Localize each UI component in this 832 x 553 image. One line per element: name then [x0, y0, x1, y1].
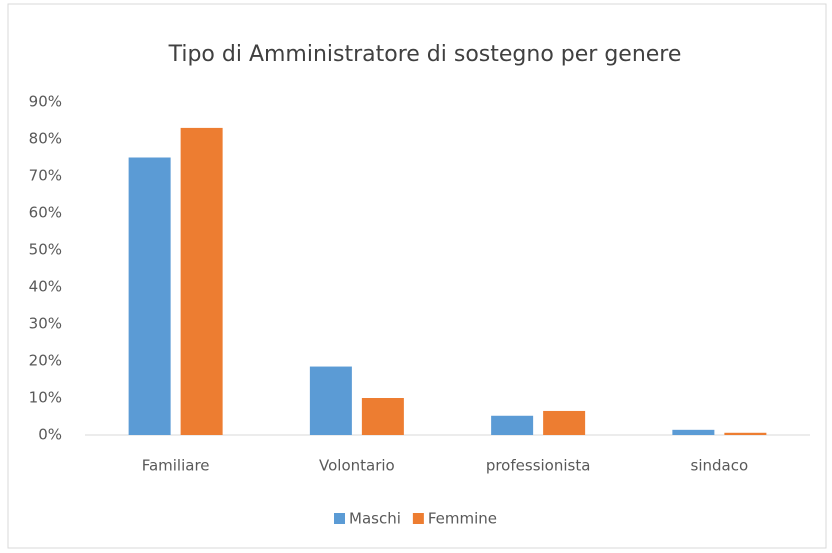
x-tick-label: Volontario	[319, 457, 395, 475]
y-tick-label: 20%	[29, 352, 62, 370]
y-tick-label: 30%	[29, 315, 62, 333]
x-tick-label: Familiare	[142, 457, 210, 475]
x-tick-label: professionista	[486, 457, 591, 475]
y-tick-label: 70%	[29, 167, 62, 185]
y-tick-label: 40%	[29, 278, 62, 296]
bar	[672, 429, 715, 435]
y-tick-label: 80%	[29, 130, 62, 148]
bar	[180, 127, 223, 436]
y-tick-label: 10%	[29, 389, 62, 407]
chart-title: Tipo di Amministratore di sostegno per g…	[168, 42, 682, 67]
bar	[128, 157, 171, 435]
y-tick-label: 50%	[29, 241, 62, 259]
y-tick-label: 0%	[38, 426, 62, 444]
x-tick-label: sindaco	[691, 457, 749, 475]
legend-swatch	[412, 513, 424, 524]
legend-swatch	[334, 513, 345, 524]
bar	[724, 432, 767, 435]
legend-label: Femmine	[428, 510, 497, 528]
bar	[491, 415, 534, 435]
bar	[543, 410, 586, 435]
legend-label: Maschi	[349, 510, 401, 528]
bar	[361, 398, 404, 435]
y-tick-label: 90%	[29, 93, 62, 111]
y-tick-label: 60%	[29, 204, 62, 222]
bar	[309, 366, 352, 435]
